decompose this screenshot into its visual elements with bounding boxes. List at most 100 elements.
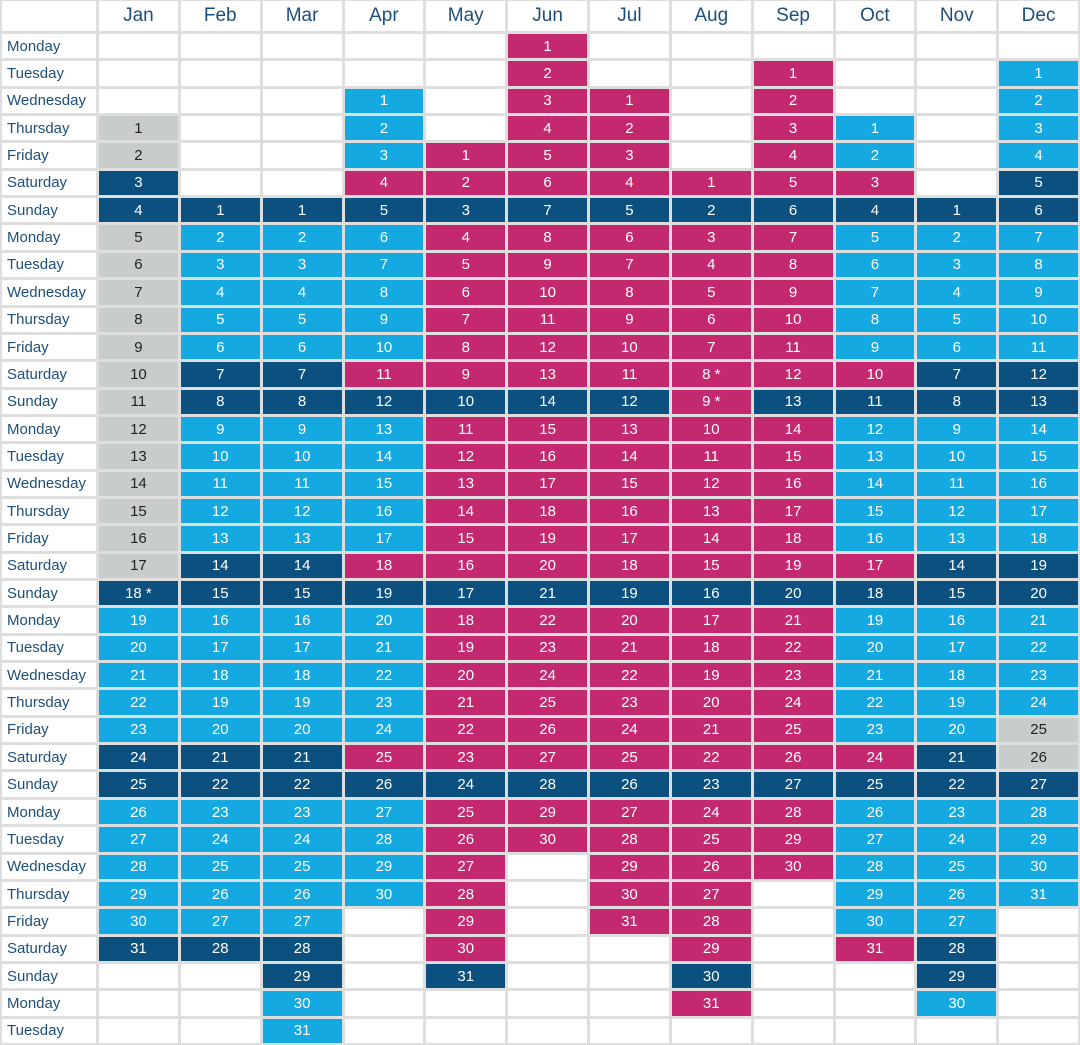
day-cell: 23 (180, 799, 260, 825)
month-header: Nov (917, 1, 997, 31)
weekday-label: Sunday (2, 963, 96, 989)
day-cell: 12 (753, 362, 833, 387)
day-cell: 23 (753, 663, 833, 688)
empty-cell (590, 991, 669, 1016)
day-cell: 26 (262, 881, 342, 907)
day-cell: 23 (99, 717, 178, 743)
day-cell: 21 (180, 745, 260, 770)
day-cell: 27 (917, 909, 997, 934)
day-cell: 13 (917, 526, 997, 551)
day-cell: 22 (753, 635, 833, 661)
day-cell: 8 * (671, 362, 751, 387)
day-cell: 19 (835, 608, 915, 633)
day-cell: 1 (753, 61, 833, 86)
day-cell: 9 (917, 416, 997, 442)
day-cell: 12 (262, 498, 342, 524)
empty-cell (999, 34, 1078, 59)
day-cell: 26 (344, 772, 424, 797)
empty-cell (426, 991, 506, 1016)
day-cell: 14 (671, 526, 751, 551)
day-cell: 11 (835, 389, 915, 414)
day-cell: 31 (262, 1018, 342, 1043)
day-cell: 29 (753, 827, 833, 852)
empty-cell (753, 881, 833, 907)
day-cell: 15 (262, 581, 342, 606)
day-cell: 11 (344, 362, 424, 387)
day-cell: 20 (180, 717, 260, 743)
day-cell: 4 (262, 280, 342, 305)
weekday-label: Monday (2, 34, 96, 59)
empty-cell (835, 1018, 915, 1043)
day-cell: 20 (508, 553, 587, 579)
month-header: Apr (344, 1, 424, 31)
day-cell: 7 (180, 362, 260, 387)
day-cell: 19 (917, 690, 997, 715)
day-cell: 7 (753, 225, 833, 250)
day-cell: 7 (999, 225, 1078, 250)
day-cell: 25 (917, 854, 997, 879)
day-cell: 29 (590, 854, 669, 879)
weekday-label: Thursday (2, 307, 96, 332)
weekday-label: Monday (2, 416, 96, 442)
empty-cell (835, 61, 915, 86)
day-cell: 5 (99, 225, 178, 250)
empty-cell (671, 143, 751, 168)
day-cell: 3 (590, 143, 669, 168)
day-cell: 26 (508, 717, 587, 743)
day-cell: 9 (999, 280, 1078, 305)
day-cell: 13 (262, 526, 342, 551)
day-cell: 20 (753, 581, 833, 606)
day-cell: 26 (917, 881, 997, 907)
day-cell: 1 (508, 34, 587, 59)
day-cell: 24 (180, 827, 260, 852)
day-cell: 7 (671, 334, 751, 360)
day-cell: 29 (917, 963, 997, 989)
day-cell: 11 (590, 362, 669, 387)
day-cell: 19 (99, 608, 178, 633)
day-cell: 10 (262, 444, 342, 469)
weekday-label: Saturday (2, 362, 96, 387)
empty-cell (344, 61, 424, 86)
day-cell: 6 (99, 252, 178, 278)
day-cell: 30 (590, 881, 669, 907)
day-cell: 22 (180, 772, 260, 797)
day-cell: 14 (344, 444, 424, 469)
day-cell: 25 (262, 854, 342, 879)
empty-cell (426, 1018, 506, 1043)
day-cell: 22 (917, 772, 997, 797)
day-cell: 25 (99, 772, 178, 797)
day-cell: 19 (262, 690, 342, 715)
day-cell: 9 (99, 334, 178, 360)
day-cell: 25 (426, 799, 506, 825)
day-cell: 23 (426, 745, 506, 770)
empty-cell (426, 116, 506, 141)
weekday-label: Monday (2, 225, 96, 250)
day-cell: 19 (590, 581, 669, 606)
day-cell: 30 (426, 936, 506, 961)
day-cell: 13 (344, 416, 424, 442)
day-cell: 4 (999, 143, 1078, 168)
day-cell: 20 (917, 717, 997, 743)
day-cell: 13 (835, 444, 915, 469)
day-cell: 20 (262, 717, 342, 743)
corner-cell (2, 1, 96, 31)
day-cell: 27 (671, 881, 751, 907)
day-cell: 19 (508, 526, 587, 551)
day-cell: 18 (917, 663, 997, 688)
day-cell: 26 (590, 772, 669, 797)
empty-cell (426, 61, 506, 86)
day-cell: 16 (426, 553, 506, 579)
day-cell: 3 (753, 116, 833, 141)
day-cell: 9 (426, 362, 506, 387)
day-cell: 29 (99, 881, 178, 907)
day-cell: 5 (835, 225, 915, 250)
day-cell: 27 (508, 745, 587, 770)
day-cell: 11 (426, 416, 506, 442)
empty-cell (99, 88, 178, 114)
empty-cell (999, 991, 1078, 1016)
day-cell: 25 (753, 717, 833, 743)
day-cell: 5 (999, 170, 1078, 196)
day-cell: 5 (262, 307, 342, 332)
day-cell: 5 (508, 143, 587, 168)
